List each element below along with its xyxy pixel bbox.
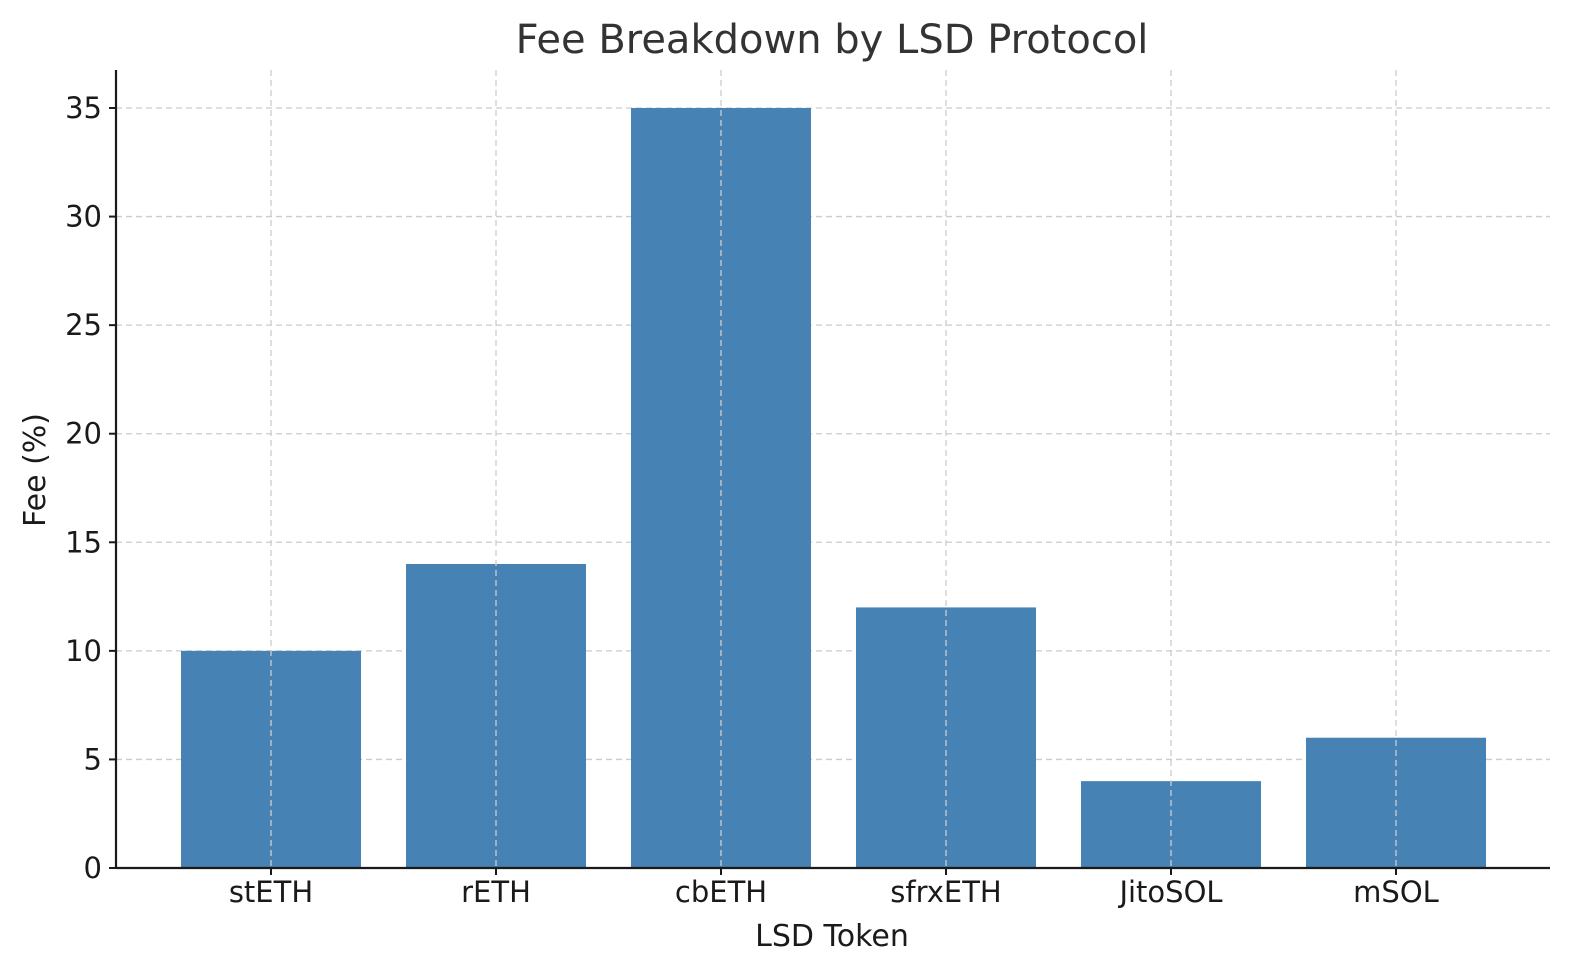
y-axis-label: Fee (%): [18, 413, 53, 527]
x-tick-label-msol: mSOL: [1353, 875, 1439, 909]
bar-sfrxeth: [856, 607, 1036, 868]
y-tick-label: 0: [84, 851, 102, 885]
x-tick-label-cbeth: cbETH: [675, 875, 767, 909]
y-tick-label: 35: [65, 91, 102, 125]
bars-layer: [181, 108, 1486, 868]
x-tick-label-jitosol: JitoSOL: [1117, 875, 1222, 909]
y-tick-label: 25: [65, 308, 102, 342]
y-tick-label: 20: [65, 417, 102, 451]
y-tick-label: 10: [65, 634, 102, 668]
chart-title: Fee Breakdown by LSD Protocol: [516, 17, 1149, 63]
ticks-layer: 0 5 10 15 20 25 30 35 stETH rETH cbETH sfrxETH JitoS…: [65, 91, 1439, 909]
y-tick-label: 15: [65, 525, 102, 559]
x-tick-label-reth: rETH: [461, 875, 531, 909]
axes-layer: [114, 70, 1550, 870]
x-tick-label-steth: stETH: [229, 875, 313, 909]
y-tick-label: 5: [84, 742, 102, 776]
x-tick-label-sfrxeth: sfrxETH: [890, 875, 1001, 909]
x-axis-label: LSD Token: [755, 919, 909, 954]
y-tick-label: 30: [65, 200, 102, 234]
